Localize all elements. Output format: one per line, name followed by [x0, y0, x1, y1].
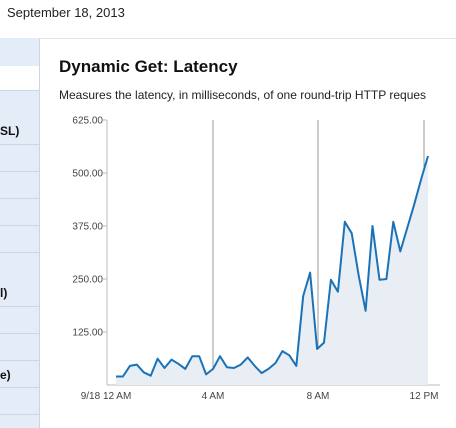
sidebar-divider: [0, 360, 39, 361]
sidebar-divider: [0, 387, 39, 388]
sidebar-divider: [0, 225, 39, 226]
sidebar: SL) l) e): [0, 38, 40, 428]
sidebar-divider: [0, 144, 39, 145]
x-tick-label: 4 AM: [202, 391, 225, 402]
y-tick-label: 625.00: [72, 116, 103, 127]
report-date: September 18, 2013: [7, 5, 125, 20]
top-bar: September 18, 2013: [0, 0, 456, 28]
y-tick-label: 500.00: [72, 169, 103, 180]
y-tick-label: 375.00: [72, 222, 103, 233]
panel-divider: [40, 38, 456, 39]
sidebar-divider: [0, 414, 39, 415]
sidebar-item-label[interactable]: e): [0, 368, 11, 382]
x-tick-label: 8 AM: [307, 391, 330, 402]
sidebar-divider: [0, 171, 39, 172]
sidebar-item-label[interactable]: l): [0, 286, 8, 300]
x-tick-label: 12 PM: [410, 391, 439, 402]
sidebar-item-label[interactable]: SL): [0, 124, 20, 138]
y-tick-label: 250.00: [72, 275, 103, 286]
sidebar-divider: [0, 90, 39, 91]
panel-title: Dynamic Get: Latency: [59, 57, 238, 76]
series-area: [116, 156, 428, 385]
sidebar-divider: [0, 333, 39, 334]
series-line: [116, 155, 429, 378]
sidebar-divider: [0, 252, 39, 253]
x-tick-label: 9/18 12 AM: [81, 391, 132, 402]
panel-description: Measures the latency, in milliseconds, o…: [59, 88, 427, 102]
y-tick-label: 125.00: [72, 328, 103, 339]
sidebar-selected-slot: [0, 66, 39, 90]
sidebar-divider: [0, 198, 39, 199]
sidebar-divider: [0, 306, 39, 307]
